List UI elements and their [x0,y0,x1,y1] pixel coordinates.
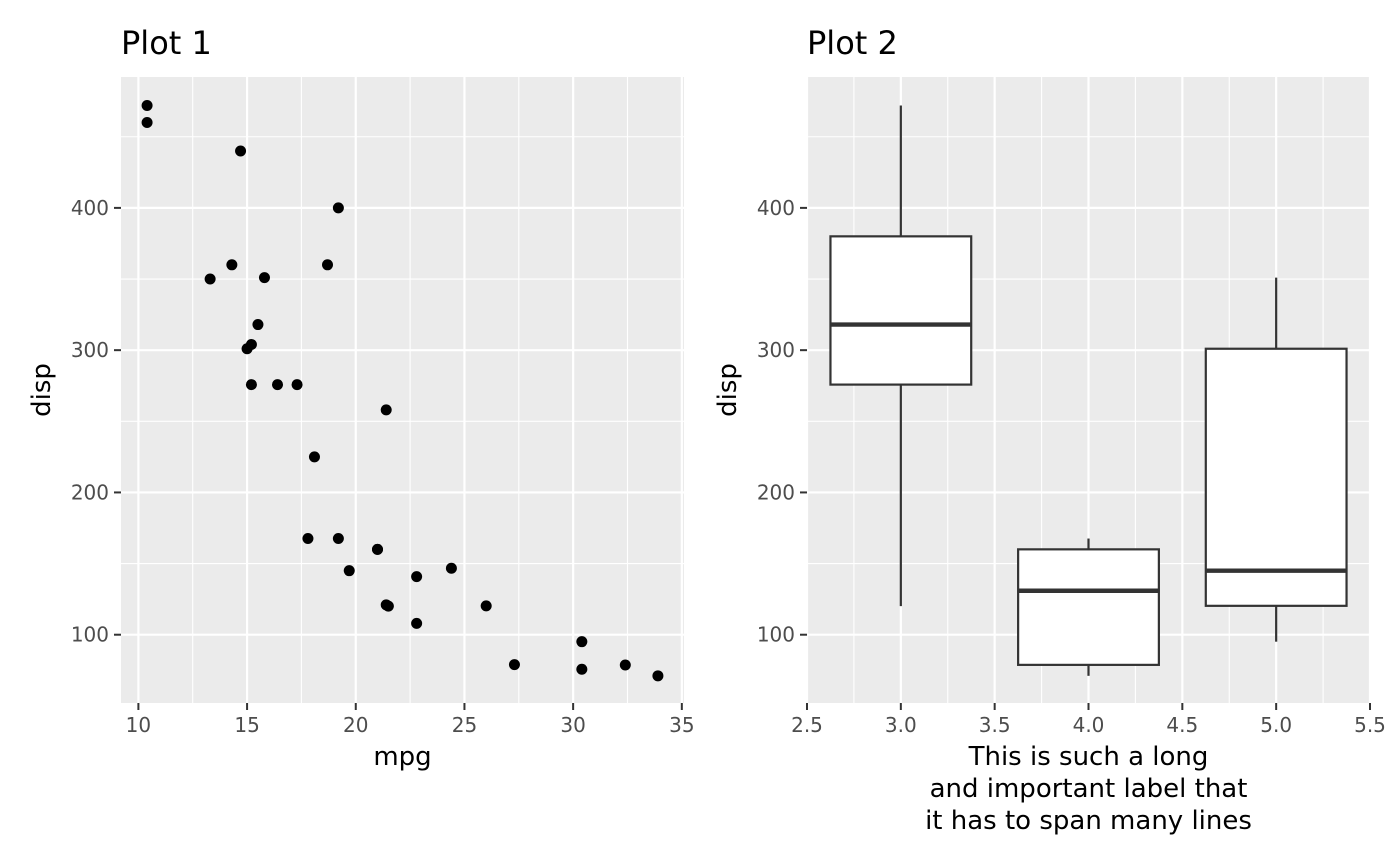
x-axis-title-line: This is such a long [968,742,1209,772]
scatter-point [322,259,334,271]
scatter-point [411,617,423,629]
plot-1-panel [121,77,684,703]
box-3 [829,105,973,607]
x-tick-label: 25 [452,713,477,737]
x-tick-label: 4.0 [1073,713,1105,737]
x-axis-title-line: it has to span many lines [925,806,1252,836]
plot-2-x-ticks: 2.5 3.0 3.5 4.0 4.5 5.0 5.5 [791,703,1386,737]
box-5 [1204,277,1348,642]
y-tick-label: 200 [71,480,109,504]
y-tick-label: 100 [71,623,109,647]
plot-1-points [141,99,664,682]
y-tick-label: 400 [757,196,795,220]
scatter-point [141,117,153,129]
scatter-point [141,99,153,111]
scatter-point [576,663,588,675]
scatter-point [576,636,588,648]
x-tick-label: 35 [669,713,694,737]
plot-1-y-ticks: 100 200 300 400 [71,196,121,647]
scatter-point [619,659,631,671]
plot-2-y-axis-title: disp [713,363,743,417]
scatter-point [258,272,270,284]
scatter-point [480,600,492,612]
x-tick-label: 10 [126,713,151,737]
plot-2-title: Plot 2 [807,24,898,62]
box-4 [1017,538,1160,676]
scatter-point [332,202,344,214]
scatter-point [204,273,216,285]
scatter-point [332,533,344,545]
x-tick-label: 4.5 [1166,713,1198,737]
x-tick-label: 3.5 [979,713,1011,737]
box-body [1204,347,1348,607]
box-body [1017,548,1160,666]
x-tick-label: 30 [560,713,585,737]
x-axis-title-line: and important label that [930,774,1248,804]
plot-1: Plot 1 10 15 20 25 30 35 100 200 300 400 mpg dis… [27,24,695,772]
y-tick-label: 300 [757,338,795,362]
box-body [829,235,973,386]
scatter-point [291,379,303,391]
x-tick-label: 5.5 [1354,713,1386,737]
scatter-point [411,571,423,583]
x-tick-label: 2.5 [791,713,823,737]
scatter-point [241,343,253,355]
plot-1-grid [121,77,684,703]
scatter-point [380,404,392,416]
plot-1-title: Plot 1 [121,24,212,62]
scatter-point [226,259,238,271]
x-tick-label: 5.0 [1260,713,1292,737]
x-tick-label: 3.0 [885,713,917,737]
scatter-point [235,145,247,157]
y-tick-label: 200 [757,480,795,504]
x-tick-label: 15 [234,713,259,737]
plot-2-boxes [829,105,1348,676]
scatter-point [245,379,257,391]
scatter-point [343,565,355,577]
scatter-point [302,533,314,545]
y-tick-label: 400 [71,196,109,220]
scatter-point [445,562,457,574]
plot-2-x-axis-title: This is such a long and important label t… [925,742,1252,836]
plot-2-y-ticks: 100 200 300 400 [757,196,807,647]
plot-1-y-axis-title: disp [27,363,57,417]
scatter-point [508,659,520,671]
plot-1-x-axis-title: mpg [373,742,431,772]
scatter-point [380,599,392,611]
scatter-point [272,379,284,391]
y-tick-label: 100 [757,623,795,647]
scatter-point [308,451,320,463]
scatter-point [372,543,384,555]
plot-2: Plot 2 2.5 3.0 3.5 4.0 4.5 5.0 5.5 100 200 300 40… [713,24,1386,836]
y-tick-label: 300 [71,338,109,362]
scatter-point [252,319,264,331]
x-tick-label: 20 [343,713,368,737]
scatter-point [652,670,664,682]
plot-1-x-ticks: 10 15 20 25 30 35 [126,703,695,737]
